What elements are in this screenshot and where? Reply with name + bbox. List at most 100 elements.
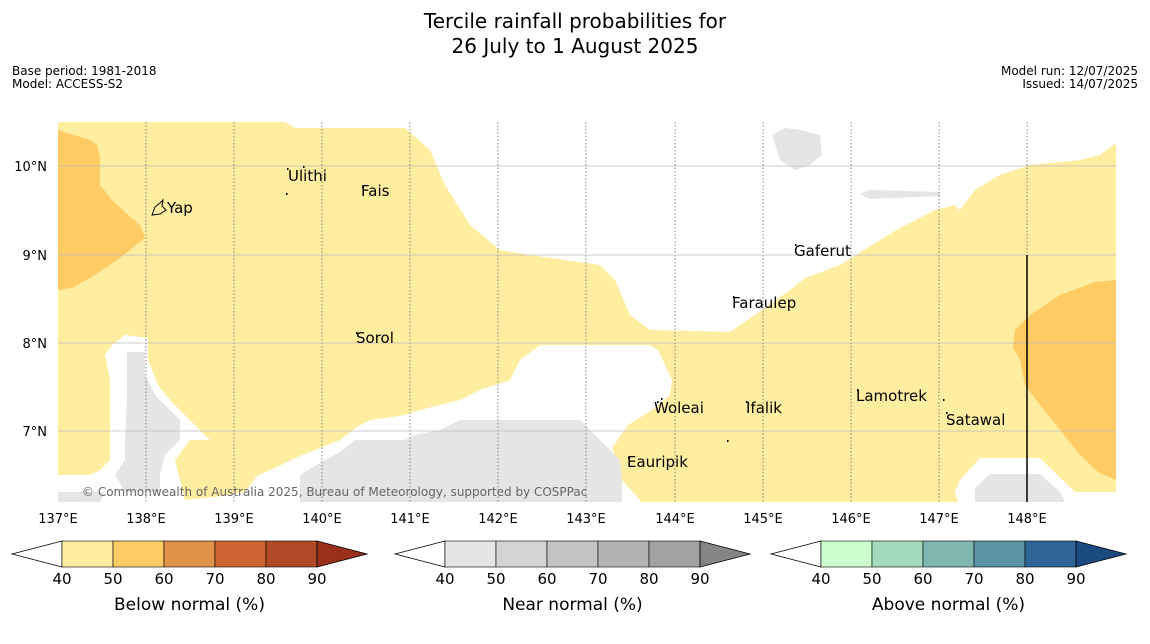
island-dot xyxy=(733,296,735,298)
colorbars: 40 50 60 70 80 90 Below normal (%) 40 50 60 70 80 90… xyxy=(10,540,1128,615)
island-dot xyxy=(657,401,659,403)
map-title-line2: 26 July to 1 August 2025 xyxy=(451,34,699,58)
colorbar-extend-high xyxy=(1075,540,1128,568)
island-dot xyxy=(746,401,748,403)
near-normal-region-1 xyxy=(115,352,180,492)
colorbar-segment xyxy=(597,540,650,568)
longitude-label: 146°E xyxy=(831,512,871,527)
colorbar-segment xyxy=(648,540,701,568)
colorbar-tick-label: 70 xyxy=(205,570,224,588)
longitude-label: 144°E xyxy=(655,512,695,527)
colorbar-tick-label: 60 xyxy=(537,570,556,588)
near-normal-region-6 xyxy=(58,492,105,502)
longitude-label: 147°E xyxy=(919,512,959,527)
longitude-label: 140°E xyxy=(302,512,342,527)
colorbar-tick-label: 90 xyxy=(1066,570,1085,588)
island-dot xyxy=(727,440,729,442)
colorbar-1: 40 50 60 70 80 90 Near normal (%) xyxy=(393,540,752,615)
latitude-label: 9°N xyxy=(23,249,48,264)
colorbar-tick-label: 50 xyxy=(486,570,505,588)
copyright-text: © Commonwealth of Australia 2025, Bureau… xyxy=(82,485,587,499)
colorbar-extend-low xyxy=(393,540,446,568)
below-normal-60-region-2 xyxy=(1013,280,1116,480)
longitude-label: 142°E xyxy=(478,512,518,527)
island-dot xyxy=(946,412,948,414)
colorbar-tick-label: 80 xyxy=(256,570,275,588)
longitude-labels: 137°E 138°E 139°E 140°E 141°E 142°E 143°E 144°E… xyxy=(38,512,1047,527)
colorbar-segment xyxy=(820,540,873,568)
colorbar-tick-label: 60 xyxy=(913,570,932,588)
colorbar-label: Above normal (%) xyxy=(872,595,1025,615)
place-label-ifalik: Ifalik xyxy=(746,399,782,417)
near-normal-region-5 xyxy=(975,474,1065,502)
colorbar-tick-label: 40 xyxy=(811,570,830,588)
island-dot xyxy=(356,332,358,334)
latitude-labels: 10°N 9°N 8°N 7°N xyxy=(14,160,47,440)
model-label: Model: ACCESS-S2 xyxy=(12,77,124,91)
island-dot xyxy=(943,399,945,401)
map-title-line1: Tercile rainfall probabilities for xyxy=(423,9,727,33)
below-normal-60-region-1 xyxy=(58,130,145,290)
island-dot xyxy=(661,398,663,400)
island-dot xyxy=(362,186,364,188)
island-dot xyxy=(857,389,859,391)
colorbar-extend-high xyxy=(699,540,752,568)
colorbar-segment xyxy=(112,540,165,568)
longitude-label: 137°E xyxy=(38,512,78,527)
colorbar-tick-label: 90 xyxy=(307,570,326,588)
colorbar-0: 40 50 60 70 80 90 Below normal (%) xyxy=(10,540,369,615)
near-normal-region-4 xyxy=(860,190,940,199)
place-label-yap: Yap xyxy=(166,199,193,217)
colorbar-tick-label: 50 xyxy=(862,570,881,588)
colorbar-segment xyxy=(61,540,114,568)
base-period-label: Base period: 1981-2018 xyxy=(12,64,157,78)
colorbar-segment xyxy=(444,540,497,568)
colorbar-extend-low xyxy=(10,540,63,568)
gridlines xyxy=(58,122,1116,502)
colorbar-segment xyxy=(163,540,216,568)
longitude-label: 139°E xyxy=(214,512,254,527)
colorbar-label: Near normal (%) xyxy=(502,595,642,615)
longitude-label: 145°E xyxy=(743,512,783,527)
colorbar-tick-label: 80 xyxy=(639,570,658,588)
colorbar-label: Below normal (%) xyxy=(114,595,265,615)
place-label-lamotrek: Lamotrek xyxy=(856,387,927,405)
meta-left: Base period: 1981-2018 Model: ACCESS-S2 xyxy=(12,65,157,91)
colorbar-segment xyxy=(973,540,1026,568)
latitude-label: 7°N xyxy=(23,425,48,440)
longitude-label: 138°E xyxy=(126,512,166,527)
longitude-label: 148°E xyxy=(1007,512,1047,527)
place-label-gaferut: Gaferut xyxy=(794,242,851,260)
latitude-label: 10°N xyxy=(14,160,47,175)
place-label-ulithi: Ulithi xyxy=(288,167,327,185)
colorbar-extend-low xyxy=(769,540,822,568)
near-normal-region-3 xyxy=(772,128,822,170)
place-label-satawal: Satawal xyxy=(946,411,1005,429)
colorbar-tick-label: 80 xyxy=(1015,570,1034,588)
place-label-fais: Fais xyxy=(361,182,390,200)
island-dot xyxy=(303,166,305,168)
colorbar-extend-high xyxy=(316,540,369,568)
colorbar-segment xyxy=(1024,540,1077,568)
island-dot xyxy=(286,193,288,195)
longitude-label: 143°E xyxy=(566,512,606,527)
longitude-label: 141°E xyxy=(390,512,430,527)
latitude-label: 8°N xyxy=(23,337,48,352)
near-normal-region-2 xyxy=(300,420,622,502)
colorbar-tick-label: 70 xyxy=(588,570,607,588)
meta-right: Model run: 12/07/2025 Issued: 14/07/2025 xyxy=(1001,65,1138,91)
colorbar-segment xyxy=(214,540,267,568)
colorbar-segment xyxy=(922,540,975,568)
place-label-sorol: Sorol xyxy=(356,329,394,347)
issued-label: Issued: 14/07/2025 xyxy=(1022,77,1138,91)
model-run-label: Model run: 12/07/2025 xyxy=(1000,64,1138,78)
colorbar-tick-label: 60 xyxy=(154,570,173,588)
below-normal-50-region xyxy=(58,122,1116,502)
colorbar-segment xyxy=(546,540,599,568)
island-dots xyxy=(286,166,948,459)
island-dot xyxy=(287,168,289,170)
colorbar-2: 40 50 60 70 80 90 Above normal (%) xyxy=(769,540,1128,615)
place-label-woleai: Woleai xyxy=(654,399,704,417)
yap-island-shape xyxy=(151,198,167,216)
